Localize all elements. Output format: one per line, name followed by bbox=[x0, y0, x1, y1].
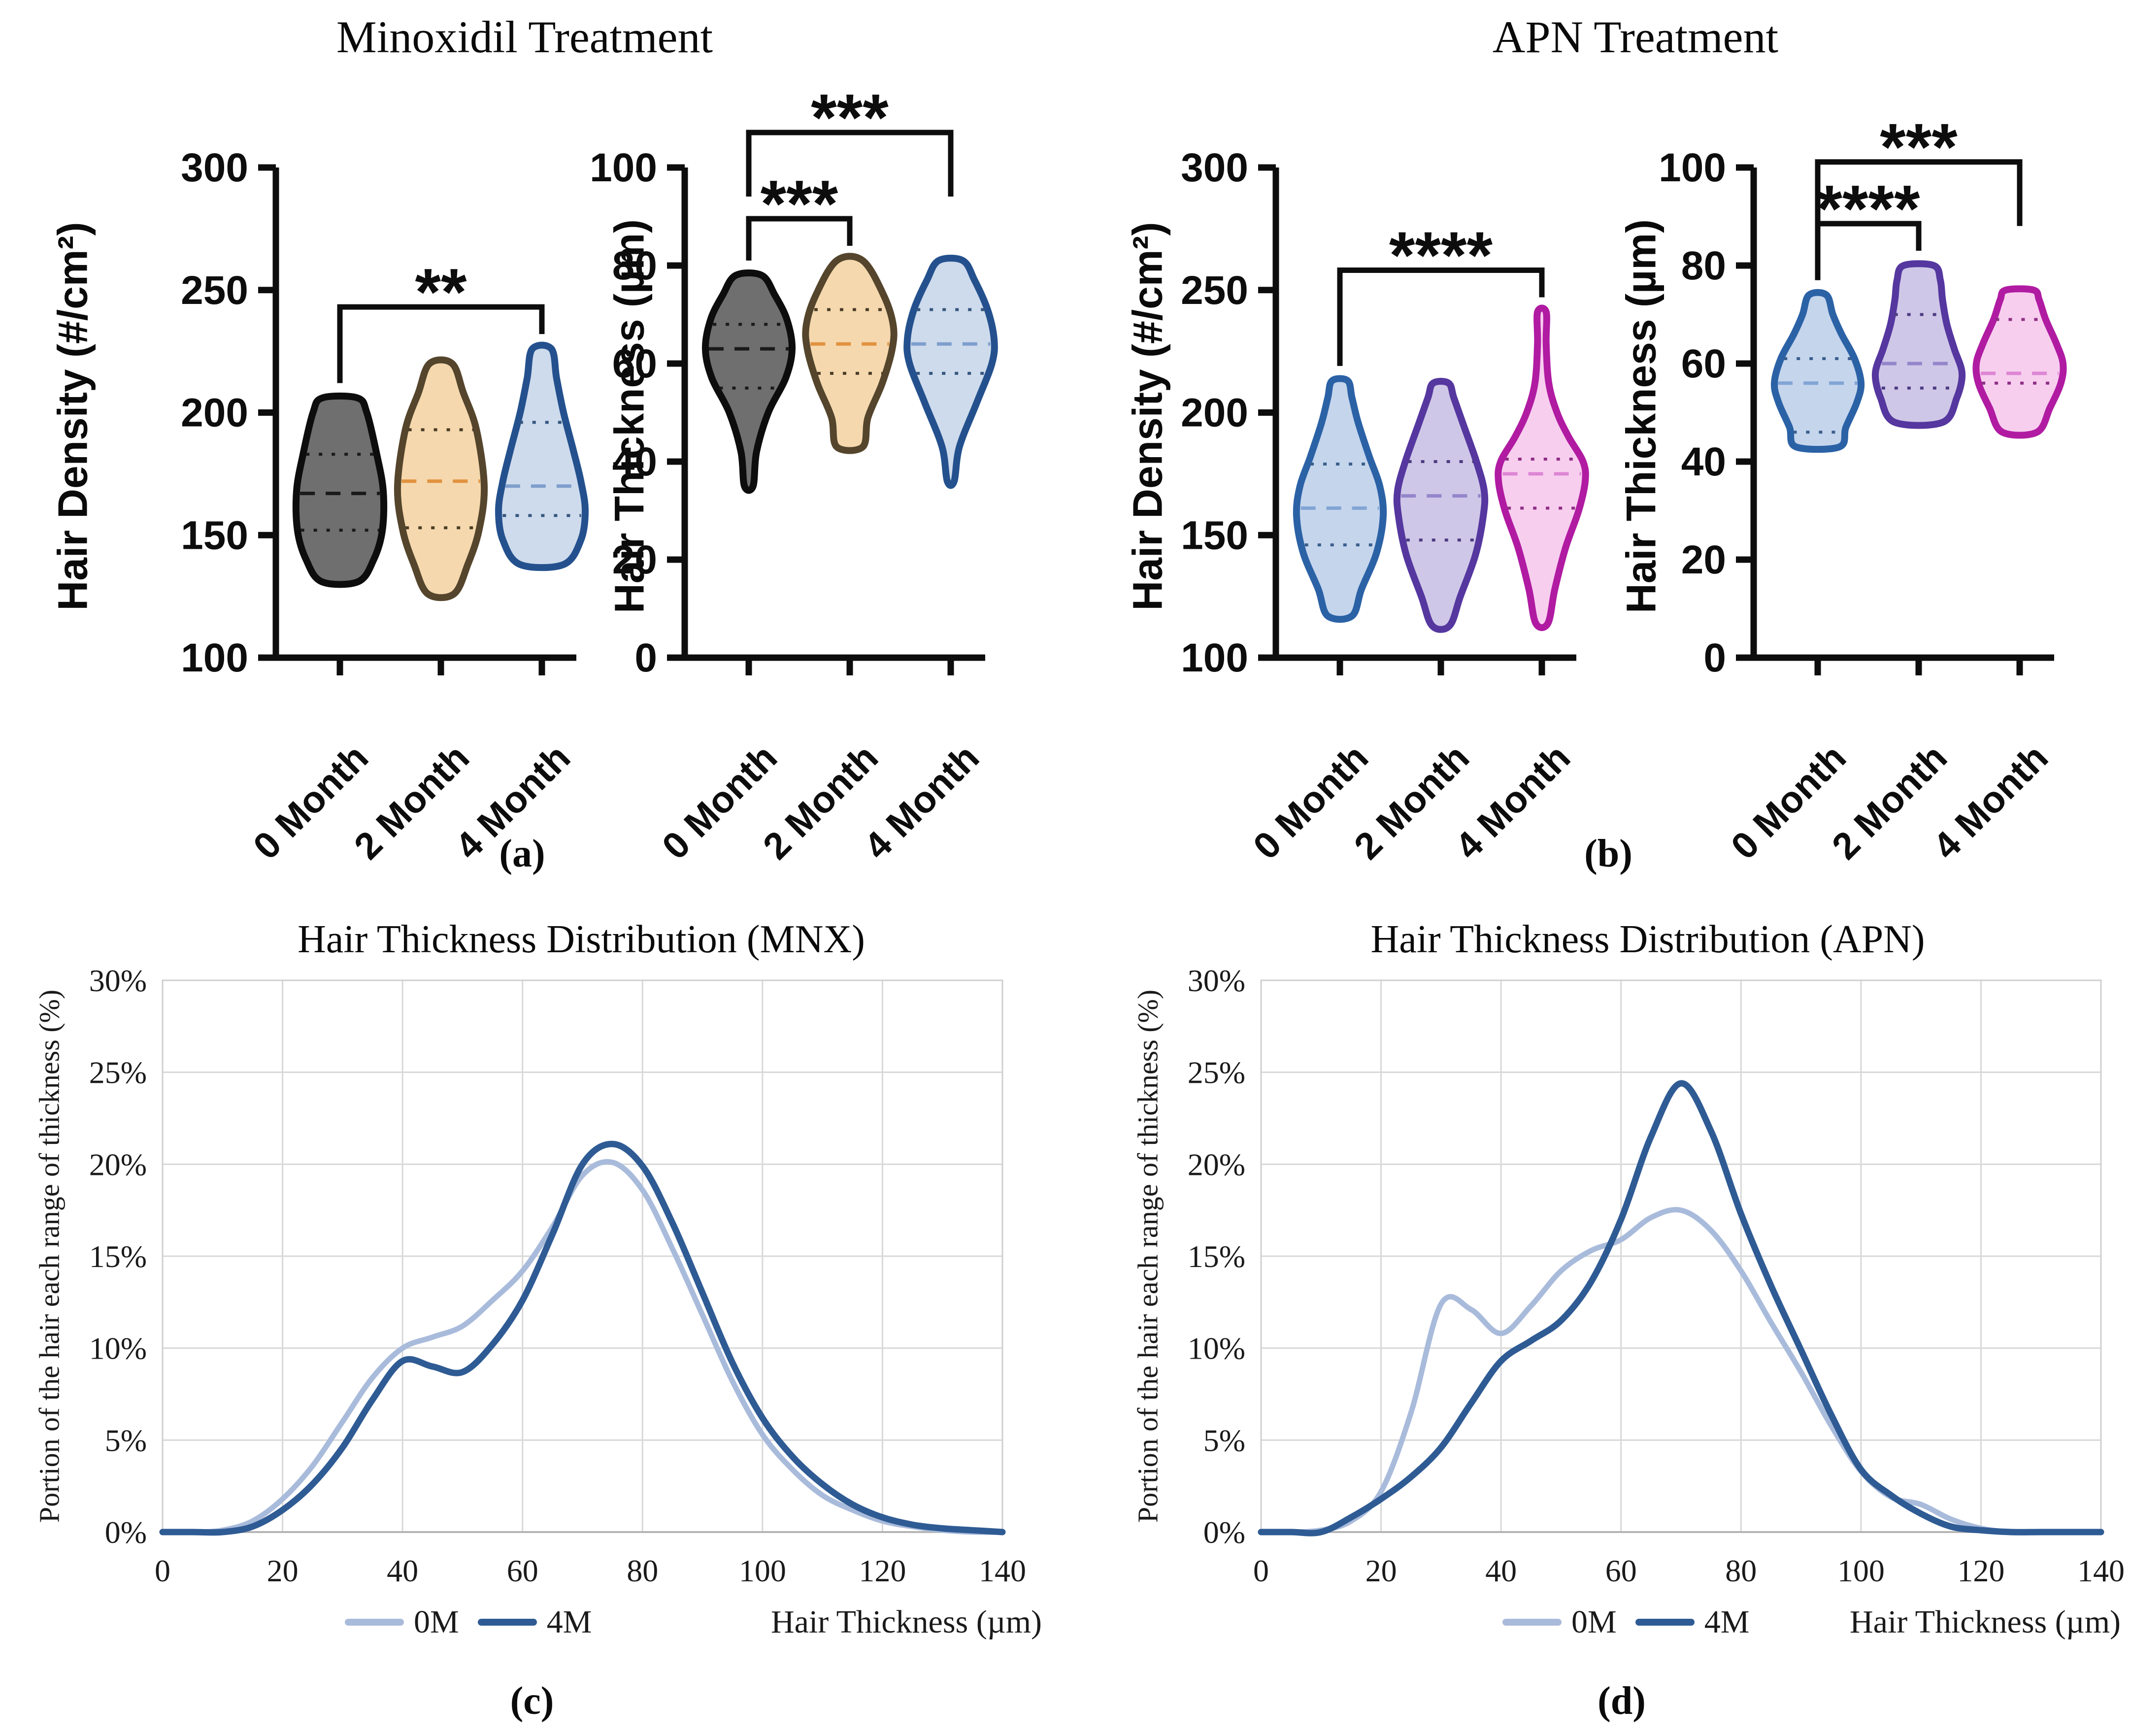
svg-text:300: 300 bbox=[1181, 145, 1248, 190]
svg-text:40: 40 bbox=[1681, 439, 1726, 484]
legend-label-4m: 4M bbox=[546, 1604, 592, 1640]
svg-text:100: 100 bbox=[590, 145, 657, 190]
svg-text:60: 60 bbox=[507, 1553, 538, 1588]
panel-d-label: (d) bbox=[1598, 1679, 1646, 1723]
svg-text:0: 0 bbox=[634, 635, 657, 680]
legend-item-0m: 0M bbox=[1502, 1603, 1617, 1641]
panel-b-label: (b) bbox=[1584, 832, 1632, 875]
mnx-distribution-title: Hair Thickness Distribution (MNX) bbox=[298, 918, 865, 961]
svg-text:150: 150 bbox=[1181, 513, 1248, 558]
panel-a-label: (a) bbox=[499, 832, 545, 875]
svg-text:**: ** bbox=[415, 255, 467, 329]
svg-text:250: 250 bbox=[181, 268, 248, 313]
svg-text:100: 100 bbox=[1659, 145, 1726, 190]
svg-text:5%: 5% bbox=[1203, 1423, 1245, 1458]
svg-text:60: 60 bbox=[1681, 341, 1726, 386]
apn-distribution-x-axis-label: Hair Thickness (µm) bbox=[1850, 1604, 2121, 1640]
svg-text:25%: 25% bbox=[1188, 1055, 1245, 1090]
svg-text:****: **** bbox=[1389, 218, 1493, 293]
svg-text:15%: 15% bbox=[1188, 1239, 1245, 1274]
svg-text:20%: 20% bbox=[89, 1147, 147, 1182]
panel-b-title: APN Treatment bbox=[1492, 12, 1779, 62]
legend-label-0m: 0M bbox=[1571, 1604, 1617, 1640]
svg-text:100: 100 bbox=[1181, 635, 1248, 680]
svg-text:30%: 30% bbox=[1188, 963, 1245, 998]
0m-line-swatch bbox=[345, 1619, 404, 1626]
svg-text:80: 80 bbox=[612, 243, 657, 288]
svg-text:120: 120 bbox=[1957, 1553, 2004, 1588]
svg-text:200: 200 bbox=[181, 391, 248, 435]
svg-text:0: 0 bbox=[1253, 1553, 1269, 1588]
svg-text:0%: 0% bbox=[1203, 1515, 1245, 1550]
legend-item-4m: 4M bbox=[477, 1603, 592, 1641]
svg-text:15%: 15% bbox=[89, 1239, 147, 1274]
svg-text:80: 80 bbox=[627, 1553, 658, 1588]
svg-text:20: 20 bbox=[267, 1553, 299, 1588]
svg-text:40: 40 bbox=[612, 439, 657, 484]
svg-text:200: 200 bbox=[1181, 391, 1248, 435]
legend-label-4m: 4M bbox=[1704, 1604, 1750, 1640]
0m-line-swatch bbox=[1502, 1619, 1562, 1626]
svg-text:10%: 10% bbox=[89, 1331, 147, 1366]
panel-c-label: (c) bbox=[510, 1679, 554, 1723]
svg-text:100: 100 bbox=[181, 635, 248, 680]
svg-text:300: 300 bbox=[181, 145, 248, 190]
svg-text:30%: 30% bbox=[89, 963, 147, 998]
apn-distribution-title: Hair Thickness Distribution (APN) bbox=[1370, 918, 1925, 961]
svg-text:0: 0 bbox=[155, 1553, 170, 1588]
svg-text:100: 100 bbox=[739, 1553, 786, 1588]
svg-text:40: 40 bbox=[387, 1553, 418, 1588]
legend-label-0m: 0M bbox=[414, 1604, 459, 1640]
svg-text:80: 80 bbox=[1681, 243, 1726, 288]
apn-distribution-line-chart: 0% 5% 10% 15% 20% 25% 30% 0 20 40 60 80 100 120 140 bbox=[1188, 963, 2125, 1588]
svg-text:5%: 5% bbox=[105, 1423, 147, 1458]
mnx-distribution-y-axis-label: Portion of the hair each range of thickn… bbox=[33, 989, 66, 1523]
svg-text:140: 140 bbox=[979, 1553, 1026, 1588]
svg-text:60: 60 bbox=[612, 341, 657, 386]
svg-text:***: *** bbox=[811, 80, 889, 155]
svg-text:150: 150 bbox=[181, 513, 248, 558]
svg-text:20: 20 bbox=[612, 537, 657, 582]
4m-line-swatch bbox=[477, 1619, 537, 1626]
svg-text:100: 100 bbox=[1837, 1553, 1885, 1588]
legend-item-4m: 4M bbox=[1635, 1603, 1750, 1641]
svg-text:***: *** bbox=[761, 167, 838, 241]
mnx-distribution-legend: 0M 4M bbox=[345, 1603, 592, 1641]
panel-a-title: Minoxidil Treatment bbox=[336, 12, 713, 62]
svg-text:25%: 25% bbox=[89, 1055, 147, 1090]
svg-text:0: 0 bbox=[1703, 635, 1726, 680]
mnx-distribution-line-chart: 0% 5% 10% 15% 20% 25% 30% 0 20 40 60 80 100 120 140 bbox=[89, 963, 1026, 1588]
svg-text:0%: 0% bbox=[105, 1515, 147, 1550]
svg-text:60: 60 bbox=[1605, 1553, 1637, 1588]
svg-text:20: 20 bbox=[1365, 1553, 1397, 1588]
svg-text:120: 120 bbox=[859, 1553, 906, 1588]
svg-text:20: 20 bbox=[1681, 537, 1726, 582]
svg-text:****: **** bbox=[1816, 171, 1920, 246]
svg-text:140: 140 bbox=[2077, 1553, 2125, 1588]
4m-line-swatch bbox=[1635, 1619, 1695, 1626]
svg-text:20%: 20% bbox=[1188, 1147, 1245, 1182]
mnx-distribution-x-axis-label: Hair Thickness (µm) bbox=[771, 1604, 1042, 1640]
svg-text:40: 40 bbox=[1485, 1553, 1517, 1588]
apn-distribution-y-axis-label: Portion of the hair each range of thickn… bbox=[1132, 989, 1164, 1523]
svg-text:80: 80 bbox=[1725, 1553, 1757, 1588]
apn-distribution-legend: 0M 4M bbox=[1502, 1603, 1749, 1641]
svg-text:***: *** bbox=[1880, 110, 1958, 184]
svg-text:10%: 10% bbox=[1188, 1331, 1245, 1366]
svg-text:250: 250 bbox=[1181, 268, 1248, 313]
legend-item-0m: 0M bbox=[345, 1603, 459, 1641]
